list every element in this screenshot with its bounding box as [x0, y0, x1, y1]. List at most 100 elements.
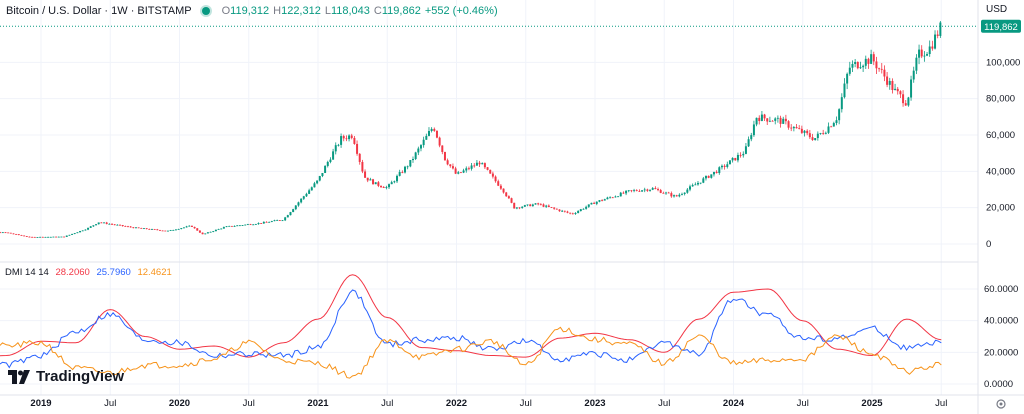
candle — [483, 162, 486, 170]
candle — [33, 236, 36, 238]
candle — [396, 174, 399, 183]
candle — [489, 169, 492, 174]
candle — [153, 228, 156, 230]
time-tick-label: 2022 — [446, 398, 467, 409]
candle — [230, 225, 233, 227]
dmi-tick-label: 60.0000 — [984, 284, 1018, 295]
candle — [129, 226, 132, 228]
candle — [441, 145, 444, 155]
candle — [393, 180, 396, 184]
candle — [193, 226, 196, 229]
candle — [510, 197, 513, 204]
price-tick-label: 80,000 — [986, 94, 1015, 105]
candle — [84, 229, 87, 231]
candle — [678, 193, 681, 198]
candle — [68, 234, 71, 236]
candle — [12, 233, 15, 235]
candle — [625, 190, 628, 196]
candle — [827, 122, 830, 134]
candle — [276, 219, 279, 221]
tradingview-logo[interactable]: TradingView — [8, 368, 124, 385]
candle — [537, 202, 540, 206]
candle — [505, 191, 508, 197]
candle — [427, 127, 430, 137]
candle — [172, 229, 175, 231]
dmi-series-di — [0, 274, 942, 358]
candle — [846, 72, 849, 90]
candle — [9, 232, 12, 234]
candle — [348, 134, 351, 142]
candle — [401, 170, 404, 174]
candle — [57, 236, 60, 238]
candle — [204, 233, 207, 235]
candle — [220, 228, 223, 230]
candle — [369, 177, 372, 181]
candle — [907, 96, 910, 107]
high-label: H — [273, 5, 282, 17]
open-value: 119,312 — [230, 5, 270, 17]
candle — [497, 179, 500, 187]
candle — [936, 30, 939, 39]
candle — [398, 169, 401, 177]
candle — [670, 191, 673, 198]
candle — [313, 181, 316, 188]
candle — [286, 214, 289, 218]
candle — [411, 156, 414, 163]
candle — [134, 227, 137, 229]
candle — [622, 191, 625, 194]
candle — [121, 224, 124, 227]
dmi-name[interactable]: DMI 14 14 — [5, 267, 49, 278]
candle — [888, 77, 891, 90]
candle — [222, 226, 225, 229]
candle — [534, 203, 537, 205]
candle — [124, 225, 127, 227]
candle — [7, 232, 10, 234]
candle — [691, 183, 694, 187]
candle — [662, 191, 665, 194]
candle — [515, 207, 518, 210]
candle — [25, 235, 28, 237]
candle — [542, 203, 545, 208]
currency-label[interactable]: USD — [986, 4, 1008, 15]
candle — [641, 189, 644, 193]
symbol-title[interactable]: Bitcoin / U.S. Dollar · 1W · BITSTAMP — [6, 5, 192, 17]
candle — [718, 166, 721, 175]
candle — [212, 230, 215, 233]
candle — [643, 187, 646, 193]
candle — [856, 61, 859, 70]
candle — [923, 51, 926, 62]
candle — [601, 199, 604, 202]
dmi-legend: DMI 14 14 28.2060 25.7960 12.4621 — [5, 267, 176, 278]
candle — [145, 228, 148, 230]
candle — [507, 195, 510, 200]
settings-icon[interactable] — [996, 399, 1006, 409]
candle — [569, 212, 572, 215]
candle — [768, 116, 771, 123]
time-tick-label: Jul — [243, 398, 255, 409]
candle — [912, 66, 915, 83]
candle — [316, 180, 319, 185]
candle — [843, 78, 846, 99]
candle — [473, 163, 476, 168]
candle — [430, 127, 433, 133]
candle — [816, 131, 819, 141]
candle — [840, 93, 843, 113]
candle — [356, 140, 359, 156]
candle — [190, 225, 193, 228]
candle — [598, 200, 601, 203]
candle — [609, 196, 612, 199]
candle — [864, 55, 867, 69]
candle — [305, 192, 308, 197]
candle — [150, 228, 153, 230]
candle — [582, 208, 585, 210]
candle — [832, 121, 835, 127]
candle — [585, 205, 588, 210]
candle — [867, 57, 870, 69]
candle — [782, 116, 785, 124]
time-tick-label: 2020 — [169, 398, 190, 409]
candle — [819, 132, 822, 135]
candle — [334, 142, 337, 155]
candle — [712, 171, 715, 177]
candle — [851, 60, 854, 73]
